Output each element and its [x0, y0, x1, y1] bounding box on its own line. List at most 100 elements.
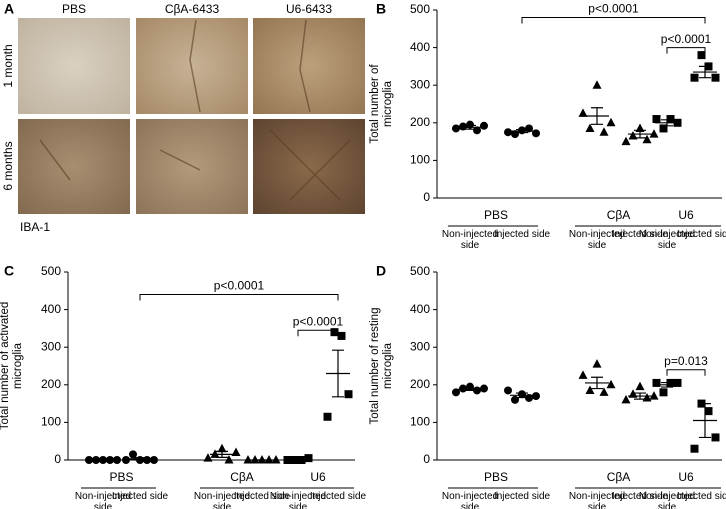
point	[652, 378, 661, 387]
x-tick-label: Non-injected side	[638, 229, 696, 251]
point	[203, 453, 213, 462]
x-tick-label: Injected side	[233, 491, 291, 502]
point	[585, 123, 595, 132]
point	[578, 108, 588, 117]
y-tick-label: 400	[41, 302, 61, 316]
point	[480, 384, 488, 393]
point	[525, 393, 533, 402]
x-tick-label: Non-injected side	[569, 491, 625, 509]
y-tick-label: 300	[410, 77, 430, 91]
group-label: U6	[310, 470, 326, 484]
x-tick-label: Injected side	[111, 491, 169, 502]
point	[649, 129, 659, 138]
point	[480, 121, 488, 130]
x-tick-label: Non-injected side	[442, 491, 498, 509]
point	[337, 331, 346, 340]
x-tick-label: Non-injected side	[269, 491, 327, 509]
y-tick-label: 0	[423, 452, 430, 466]
point	[85, 456, 93, 464]
point	[257, 455, 267, 464]
x-tick-label: Non-injected side	[193, 491, 251, 509]
x-tick-label: Injected side	[493, 491, 551, 502]
panel-a-images	[18, 18, 365, 214]
column-label: CβA-6433	[165, 2, 220, 16]
significance-label: p=0.013	[664, 354, 708, 368]
y-tick-label: 200	[41, 377, 61, 391]
point	[459, 122, 467, 131]
error-bar	[661, 381, 673, 388]
point	[224, 455, 234, 464]
significance-bracket	[297, 329, 339, 337]
x-tick-label: Injected side	[676, 229, 726, 240]
micrograph	[253, 119, 365, 214]
point	[635, 381, 645, 391]
x-tick-label: Injected side	[493, 229, 551, 240]
error-bar	[292, 458, 304, 461]
group-label: CβA	[230, 470, 254, 484]
y-tick-label: 0	[54, 452, 61, 466]
micrograph	[136, 18, 248, 114]
point	[599, 127, 609, 136]
point	[578, 370, 588, 379]
point	[711, 433, 720, 442]
x-tick-label: Injected side	[611, 229, 669, 240]
error-bar	[134, 457, 146, 461]
column-label: PBS	[62, 2, 86, 16]
x-tick-label: Injected side	[309, 491, 367, 502]
y-tick-label: 100	[410, 153, 430, 167]
significance-label: p<0.0001	[214, 279, 265, 293]
error-bar	[699, 403, 711, 439]
error-bar	[516, 128, 528, 134]
point	[129, 450, 137, 459]
x-tick-label: Injected side	[493, 491, 551, 502]
error-bar	[699, 65, 711, 79]
point	[330, 328, 339, 337]
point	[666, 115, 675, 124]
y-tick-label: 200	[410, 115, 430, 129]
x-tick-label: Non-injected side	[638, 491, 696, 509]
column-label: U6-6433	[286, 2, 332, 16]
x-tick-label: Non-injected side	[74, 491, 132, 509]
x-tick-label: Non-injected side	[638, 491, 696, 509]
x-tick-label: Non-injected side	[74, 491, 132, 509]
y-axis-label: Total number of microglia	[369, 64, 394, 144]
point	[113, 456, 121, 464]
x-tick-label: Non-injected side	[193, 491, 251, 509]
point	[323, 412, 332, 421]
x-tick-label: Injected side	[676, 491, 726, 502]
x-tick-label: Injected side	[233, 491, 291, 502]
point	[704, 407, 713, 416]
point	[599, 387, 609, 396]
point	[690, 73, 699, 82]
x-tick-label: Non-injected side	[441, 229, 499, 251]
y-tick-label: 100	[41, 415, 61, 429]
point	[452, 388, 460, 397]
significance-bracket	[666, 47, 706, 54]
error-bar	[216, 450, 228, 458]
point	[466, 120, 474, 129]
row-label: 1 month	[1, 44, 15, 87]
x-tick-label: Injected side	[676, 491, 726, 502]
error-bar	[661, 119, 673, 127]
y-axis-label: Total number of resting microglia	[369, 307, 394, 425]
y-tick-label: 500	[410, 264, 430, 278]
y-tick-label: 400	[410, 40, 430, 54]
point	[652, 115, 661, 124]
stain-label: IBA-1	[20, 220, 50, 234]
point	[452, 124, 460, 133]
group-label: CβA	[607, 208, 631, 222]
point	[592, 359, 602, 368]
x-tick-label: Injected side	[493, 229, 551, 240]
panel-letter: A	[4, 1, 14, 17]
y-tick-label: 500	[41, 264, 61, 278]
x-tick-label: Non-injected side	[638, 229, 696, 251]
group-label: PBS	[109, 470, 133, 484]
y-axis-label: Total number of resting microglia	[369, 307, 394, 425]
micrograph	[18, 119, 130, 214]
x-tick-label: Injected side	[676, 229, 726, 240]
point	[271, 455, 281, 464]
error-bar	[516, 392, 528, 399]
x-tick-label: Injected side	[309, 491, 367, 502]
significance-bracket	[139, 294, 339, 301]
